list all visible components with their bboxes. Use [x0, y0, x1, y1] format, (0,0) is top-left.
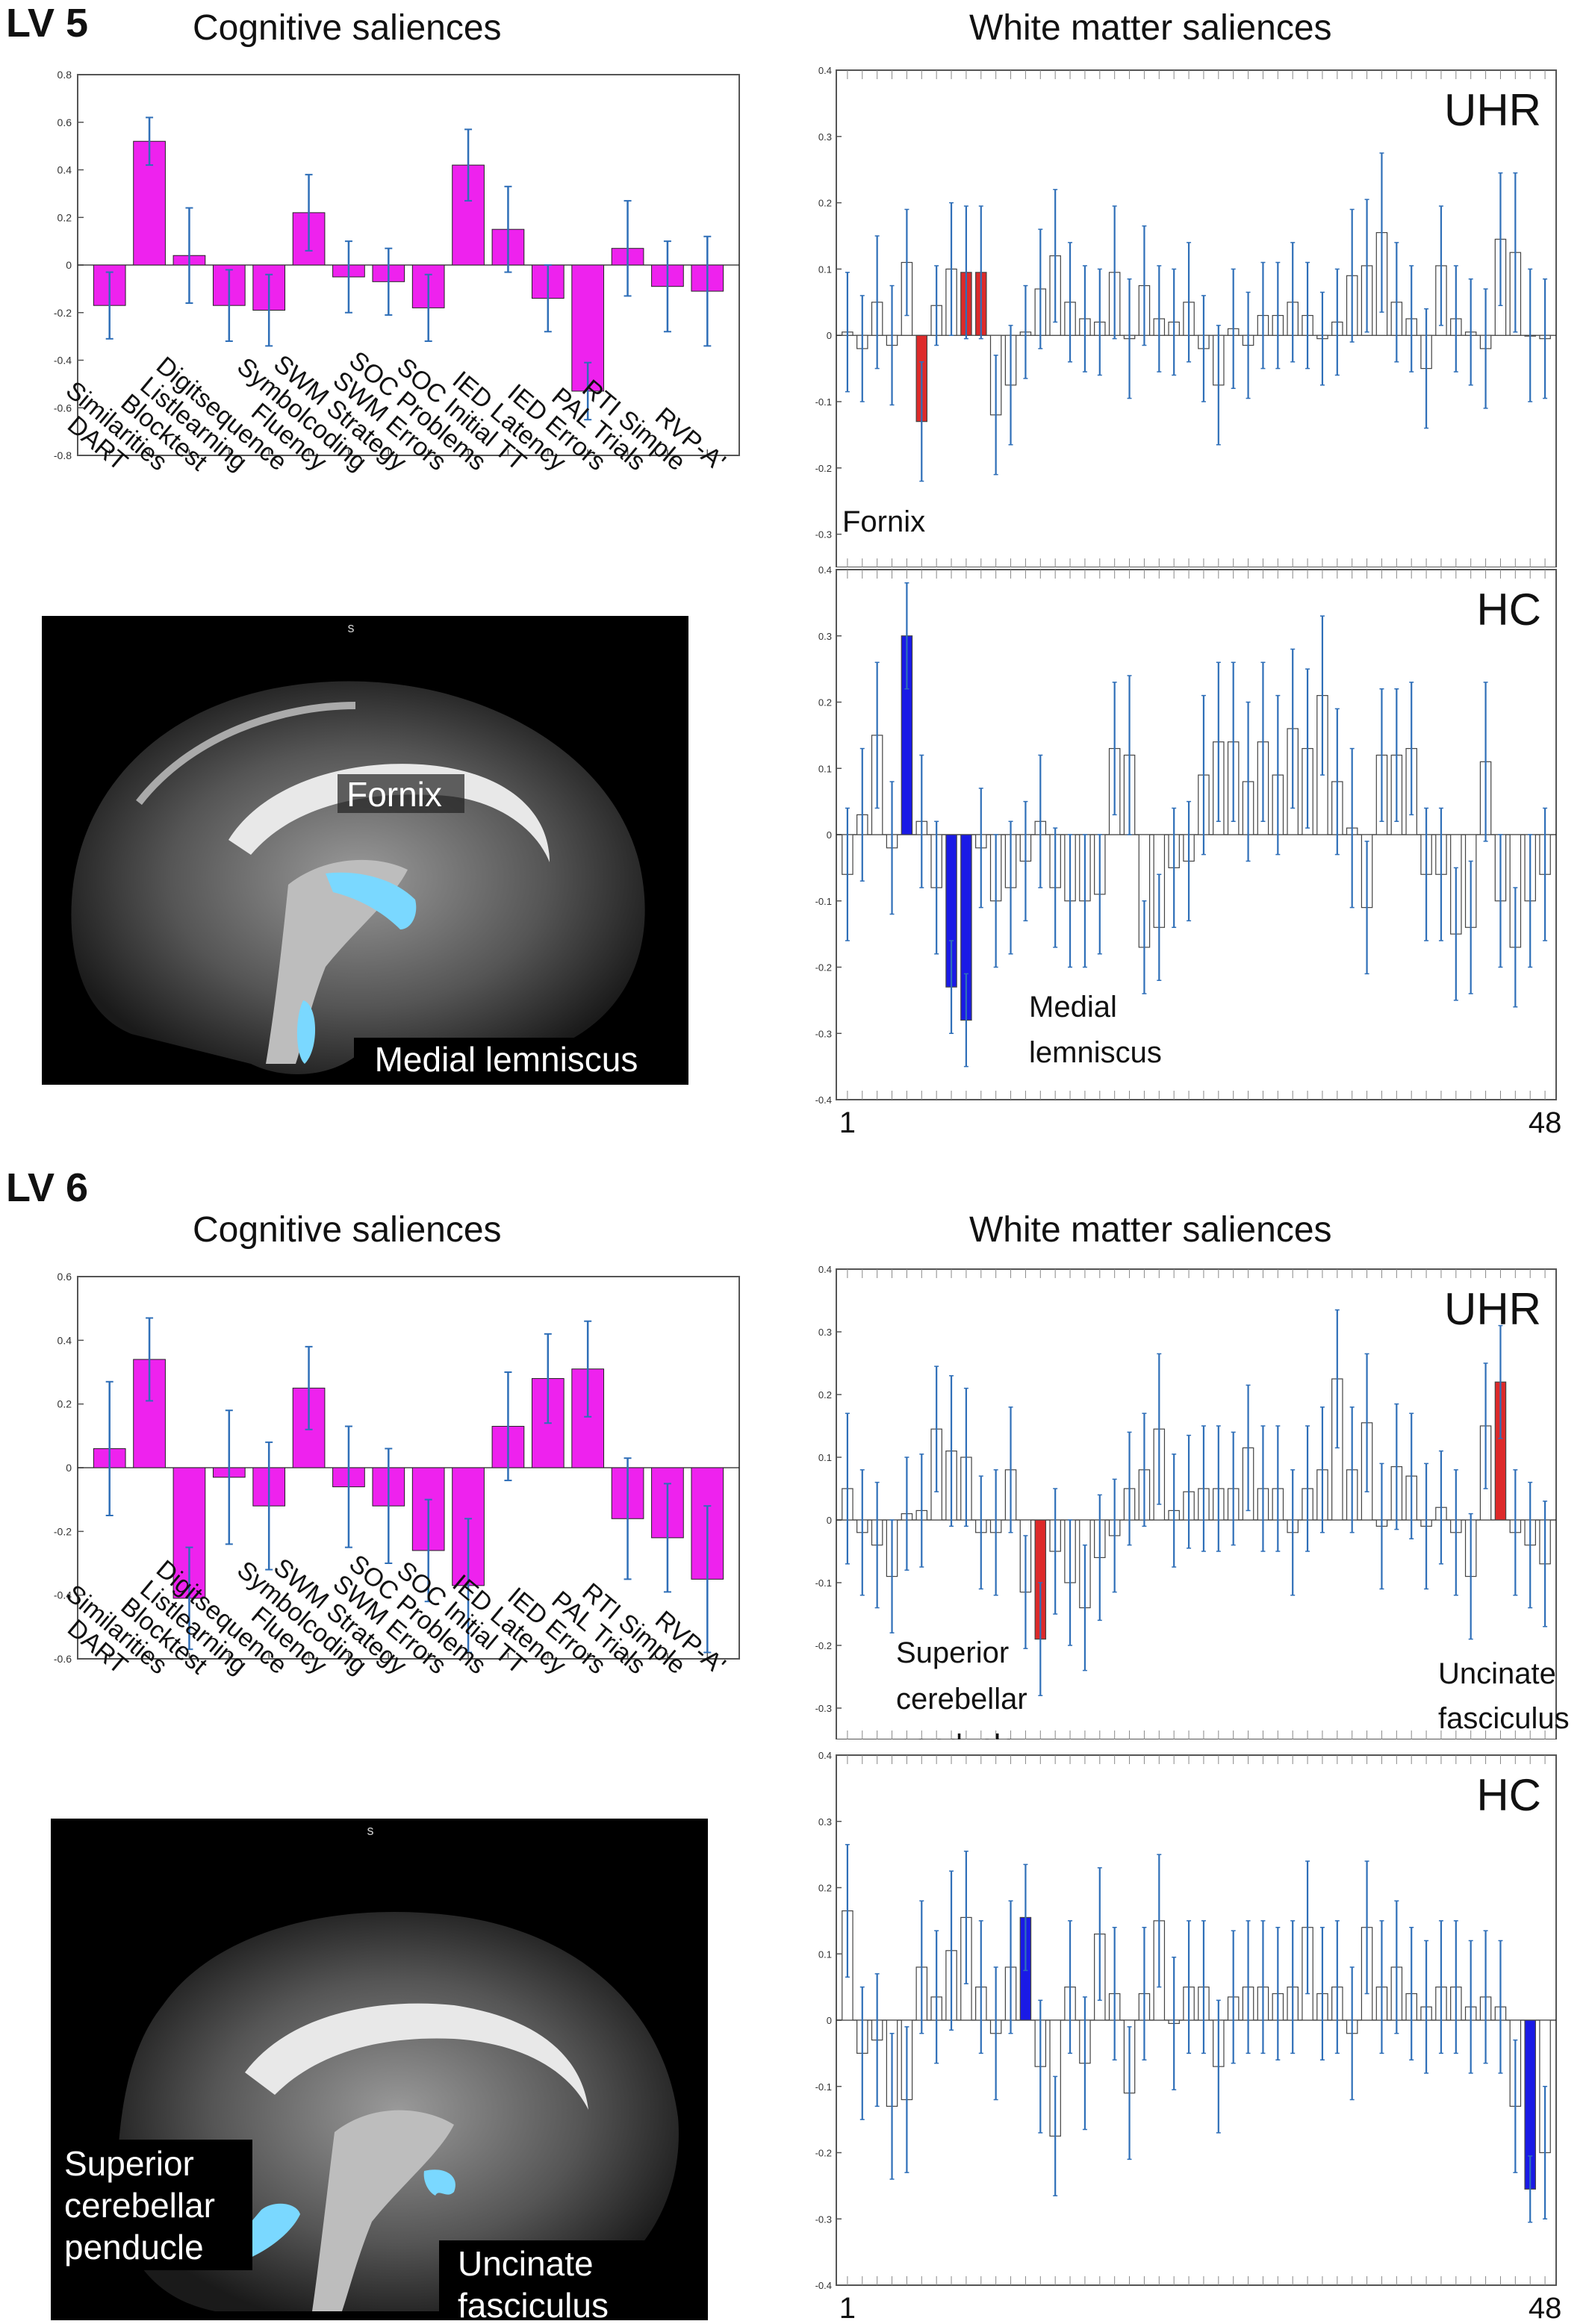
group-label-HC: HC: [1476, 585, 1541, 635]
lv6-brain-label-uncinate: Uncinate fasciculus: [458, 2244, 609, 2320]
y-tick-label: -0.4: [815, 2280, 832, 2291]
y-tick-label: 0.4: [818, 1750, 832, 1761]
lv5-hc-chart: 0.4 0.3 0.2 0.1 0 -0.1 -0.2 -0.3 -0.4 HC 1 48 Medial…: [815, 564, 1562, 1139]
y-tick-label: -0.1: [815, 896, 832, 907]
y-tick-label: -0.4: [54, 355, 72, 367]
y-tick-label: -0.1: [815, 1577, 832, 1589]
y-tick-label: 0.3: [818, 1327, 832, 1338]
lv6-wm-title: White matter saliences: [969, 1210, 1332, 1250]
y-tick-label: 0.1: [818, 1452, 832, 1463]
lv6-brain-caption: s: [367, 1823, 374, 1838]
annotation-uncinate: Uncinate: [1438, 1657, 1556, 1690]
y-tick-label: -0.1: [815, 396, 832, 408]
lv6-label: LV 6: [6, 1165, 89, 1210]
y-tick-label: 0.1: [818, 763, 832, 774]
y-tick-label: 0.1: [818, 1948, 832, 1960]
x-start-label: 1: [839, 1106, 856, 1139]
y-tick-label: 0.4: [818, 1264, 832, 1275]
x-end-label: 48: [1529, 2292, 1562, 2324]
lv6-hc-chart: 0.4 0.3 0.2 0.1 0 -0.1 -0.2 -0.3 -0.4 HC 1 48: [815, 1750, 1562, 2324]
y-tick-label: 0.6: [57, 1271, 72, 1283]
lv5-brain-label-medial-lemniscus: Medial lemniscus: [375, 1040, 638, 1079]
group-label-UHR: UHR: [1444, 85, 1541, 135]
y-tick-label: -0.4: [815, 1094, 832, 1106]
x-end-label: 48: [1529, 1106, 1562, 1139]
y-tick-label: -0.3: [815, 2214, 832, 2225]
y-tick-label: -0.2: [54, 1525, 72, 1537]
annotation-fasciculus: fasciculus: [1438, 1702, 1570, 1735]
lv6-cognitive-title: Cognitive saliences: [193, 1210, 502, 1250]
lv5-brain-label-fornix: Fornix: [346, 775, 442, 814]
lv5-label: LV 5: [6, 1, 89, 46]
y-tick-label: -0.2: [54, 307, 72, 319]
y-tick-label: -0.3: [815, 1028, 832, 1039]
y-tick-label: -0.6: [54, 402, 72, 414]
y-tick-label: 0: [827, 330, 832, 341]
y-tick-label: 0.6: [57, 116, 72, 128]
lv5-cognitive-title: Cognitive saliences: [193, 8, 502, 48]
y-tick-label: 0: [827, 1515, 832, 1526]
y-tick-label: 0.4: [57, 1334, 72, 1346]
lv5-brain-caption: s: [348, 620, 355, 635]
y-tick-label: -0.2: [815, 962, 832, 973]
y-tick-label: -0.6: [54, 1653, 72, 1665]
lv5-uhr-chart: 0.4 0.3 0.2 0.1 0 -0.1 -0.2 -0.3 UHR Fornix: [815, 65, 1557, 567]
annotation-scp-line: cerebellar: [896, 1683, 1027, 1716]
y-tick-label: 0.4: [818, 65, 832, 76]
y-tick-label: 0.2: [818, 198, 832, 209]
lv6-brain-image: s Superior cerebellar penducle Uncinate …: [51, 1819, 708, 2320]
y-tick-label: 0.3: [818, 131, 832, 143]
y-tick-label: -0.3: [815, 1703, 832, 1714]
x-start-label: 1: [839, 2292, 856, 2324]
y-tick-label: 0: [66, 1462, 72, 1474]
bar-Similarities: [133, 1359, 166, 1468]
y-tick-label: 0.4: [818, 564, 832, 576]
lv5-wm-title: White matter saliences: [969, 8, 1332, 48]
lv5-brain-drawing: s Fornix Medial lemniscus: [71, 620, 688, 1081]
y-tick-label: 0.8: [57, 69, 72, 81]
lv6-cognitive-chart: 0.60.40.20-0.2-0.4-0.6DARTSimilaritiesBl…: [54, 1271, 740, 1680]
group-label-UHR: UHR: [1444, 1284, 1541, 1334]
annotation-medial: Medial: [1029, 991, 1117, 1024]
y-tick-label: 0.2: [818, 697, 832, 708]
lv6-brain-drawing: s Superior cerebellar penducle Uncinate …: [51, 1823, 693, 2320]
lv6-uhr-chart: 0.4 0.3 0.2 0.1 0 -0.1 -0.2 -0.3 UHR Superior cere…: [815, 1264, 1570, 1739]
y-tick-label: 0: [827, 829, 832, 841]
y-tick-label: -0.8: [54, 449, 72, 461]
y-tick-label: -0.3: [815, 529, 832, 540]
lv5-brain-image: s Fornix Medial lemniscus: [42, 616, 688, 1085]
annotation-scp-line: penducle: [896, 1729, 1017, 1739]
y-tick-label: 0: [66, 259, 72, 271]
lv5-cognitive-chart: 0.80.60.40.20-0.2-0.4-0.6-0.8DARTSimilar…: [54, 69, 740, 476]
lv6-brain-label-scp: Superior cerebellar penducle: [64, 2144, 225, 2267]
annotation-fornix: Fornix: [842, 505, 925, 538]
y-tick-label: 0.3: [818, 631, 832, 642]
y-tick-label: -0.2: [815, 463, 832, 474]
y-tick-label: 0.2: [57, 1398, 72, 1410]
y-tick-label: -0.4: [54, 1589, 72, 1601]
y-tick-label: -0.2: [815, 2148, 832, 2159]
y-tick-label: 0: [827, 2015, 832, 2026]
y-tick-label: 0.1: [818, 264, 832, 275]
y-tick-label: 0.2: [818, 1389, 832, 1401]
plot-frame: [836, 69, 1557, 567]
y-tick-label: 0.3: [818, 1816, 832, 1828]
y-tick-label: 0.2: [57, 211, 72, 223]
y-tick-label: -0.2: [815, 1640, 832, 1651]
annotation-scp-line: Superior: [896, 1636, 1009, 1669]
y-tick-label: 0.2: [818, 1883, 832, 1894]
y-tick-label: -0.1: [815, 2081, 832, 2093]
y-tick-label: 0.4: [57, 164, 72, 176]
annotation-lemniscus: lemniscus: [1029, 1036, 1162, 1069]
group-label-HC: HC: [1476, 1770, 1541, 1820]
